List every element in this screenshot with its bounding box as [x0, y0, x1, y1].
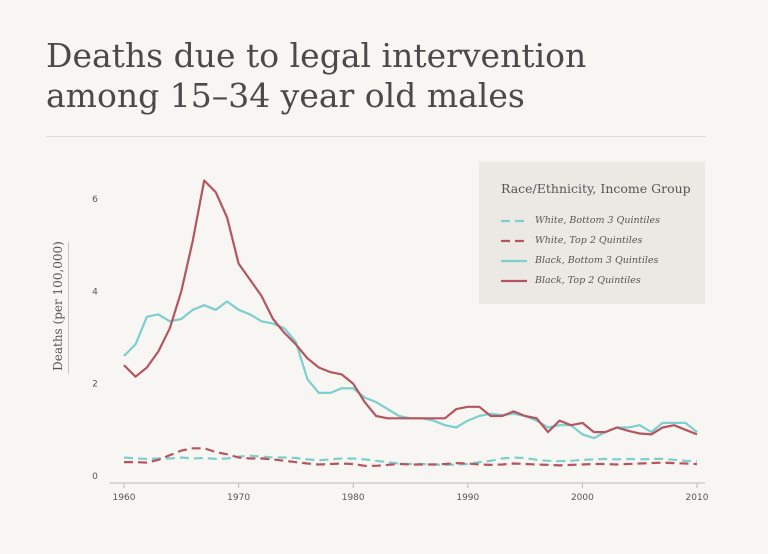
series-line-white-top-2-quintiles	[124, 447, 698, 467]
y-tick-label: 2	[92, 380, 98, 390]
x-tick-label: 1970	[227, 493, 250, 503]
x-tick-label: 1960	[113, 493, 136, 503]
axis-layer: 1960 1970 1980 1990 2000 2010 0 2 4 6	[92, 195, 709, 503]
legend-item: Black, Top 2 Quintiles	[501, 274, 701, 288]
legend-item: White, Top 2 Quintiles	[501, 234, 701, 248]
y-tick-label: 0	[92, 472, 98, 482]
legend-swatch	[501, 279, 527, 283]
x-tick-label: 2000	[571, 493, 594, 503]
legend-swatch	[501, 239, 527, 243]
legend: Race/Ethnicity, Income Group White, Bott…	[479, 162, 705, 304]
legend-label: White, Bottom 3 Quintiles	[535, 215, 661, 226]
series-layer	[123, 179, 698, 467]
legend-label: Black, Bottom 3 Quintiles	[535, 255, 659, 266]
y-axis-label-rule	[68, 242, 69, 374]
x-tick-label: 1990	[456, 493, 479, 503]
series-line-white-bottom-3-quintiles	[123, 454, 698, 466]
legend-label: White, Top 2 Quintiles	[535, 235, 643, 246]
series-line-black-top-2-quintiles	[123, 179, 698, 436]
chart-title: Deaths due to legal intervention among 1…	[46, 36, 587, 115]
x-tick-label: 2010	[686, 493, 709, 503]
title-divider	[46, 136, 706, 137]
legend-item: White, Bottom 3 Quintiles	[501, 214, 701, 228]
legend-swatch	[501, 219, 527, 223]
legend-label: Black, Top 2 Quintiles	[535, 275, 641, 286]
legend-title: Race/Ethnicity, Income Group	[501, 181, 691, 196]
x-tick-label: 1980	[342, 493, 365, 503]
y-tick-label: 4	[92, 287, 98, 297]
y-tick-label: 6	[92, 195, 98, 205]
legend-swatch	[501, 259, 527, 263]
legend-item: Black, Bottom 3 Quintiles	[501, 254, 701, 268]
